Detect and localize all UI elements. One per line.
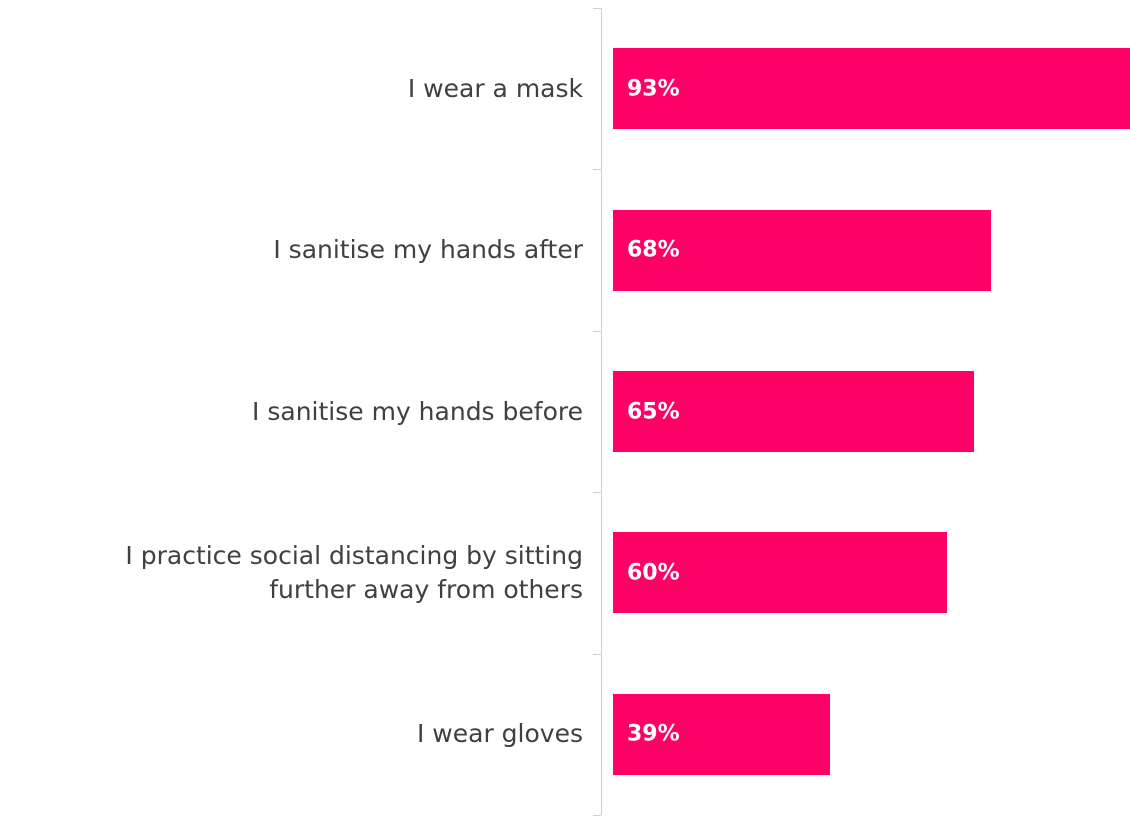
bar: [613, 209, 992, 291]
category-label: I wear a mask: [407, 73, 583, 103]
axis-tick: [593, 492, 601, 494]
axis-tick: [593, 653, 601, 655]
bar: [613, 532, 947, 614]
data-label: 93%: [627, 76, 680, 102]
category-label: I sanitise my hands after: [273, 235, 583, 265]
bar: [613, 693, 830, 775]
category-label: I practice social distancing by sitting …: [125, 540, 583, 604]
data-label: 39%: [627, 721, 680, 747]
axis-tick: [593, 8, 601, 9]
data-label: 68%: [627, 237, 680, 263]
category-label: I wear gloves: [416, 719, 583, 749]
axis-line: [601, 8, 602, 815]
bar: [613, 371, 975, 452]
data-label: 60%: [627, 560, 680, 586]
data-label: 65%: [627, 399, 680, 424]
axis-tick: [593, 169, 601, 171]
axis-tick: [593, 330, 601, 332]
bar: [613, 48, 1130, 130]
category-label: I sanitise my hands before: [252, 396, 583, 426]
